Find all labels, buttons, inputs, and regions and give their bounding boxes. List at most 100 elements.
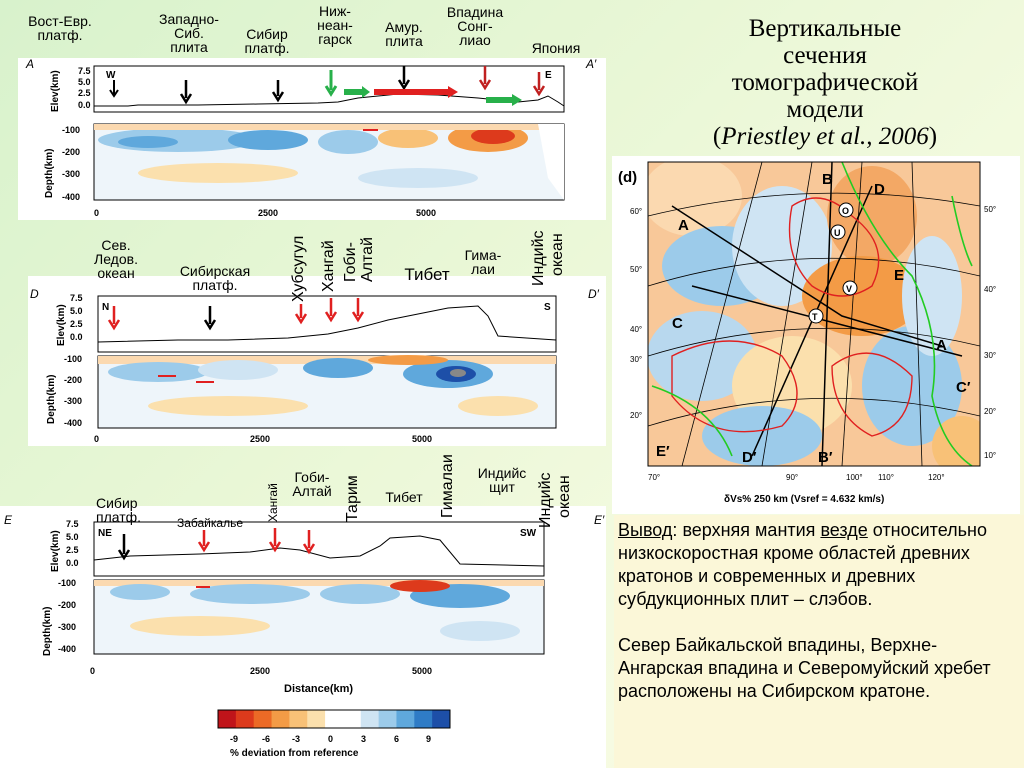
region-label-vertical: Гоби- bbox=[342, 242, 359, 282]
colorbar-tick: 6 bbox=[394, 734, 399, 744]
section-d-figure: D D′ N S 7.5 5.0 2.5 0.0 Elev(km) -100 -… bbox=[30, 287, 600, 444]
elev-axis-label: Elev(km) bbox=[56, 304, 67, 346]
arrow-marker-red bbox=[478, 66, 492, 91]
colorbar-segment bbox=[289, 710, 308, 728]
depth-axis-label: Depth(km) bbox=[44, 149, 55, 198]
distance-tick: 2500 bbox=[250, 666, 270, 676]
region-label-vertical: океан bbox=[556, 475, 573, 518]
distance-tick: 2500 bbox=[258, 208, 278, 218]
colorbar-segment bbox=[342, 710, 362, 728]
depth-tick: -400 bbox=[64, 418, 82, 428]
distance-tick: 5000 bbox=[416, 208, 436, 218]
map-section-letter: C bbox=[672, 315, 683, 332]
arrow-marker-green bbox=[324, 70, 338, 97]
colorbar-label: % deviation from reference bbox=[230, 748, 359, 759]
citation-text: Priestley et al., 2006 bbox=[721, 123, 929, 150]
velocity-anomaly bbox=[450, 369, 466, 377]
velocity-anomaly bbox=[108, 362, 208, 382]
colorbar-segment bbox=[360, 710, 380, 728]
map-section-letter: E bbox=[894, 267, 904, 284]
arrow-marker-red bbox=[324, 298, 338, 323]
arrow-marker bbox=[179, 80, 193, 105]
colorbar-segment bbox=[396, 710, 415, 728]
region-label: Гима-лаи bbox=[464, 247, 502, 277]
depth-tick: -100 bbox=[62, 125, 80, 135]
colorbar-tick: 3 bbox=[361, 734, 366, 744]
colorbar-segment bbox=[414, 710, 433, 728]
velocity-anomaly bbox=[94, 580, 544, 586]
colorbar-segment bbox=[218, 710, 237, 728]
conclusion-paragraph: Север Байкальской впадины, Верхне-Ангарс… bbox=[618, 635, 991, 701]
slide-title: Вертикальные сечения томографической мод… bbox=[640, 15, 1010, 150]
arrow-marker-red bbox=[532, 72, 546, 97]
title-citation: (Priestley et al., 2006) bbox=[712, 123, 938, 150]
arrow-marker-red bbox=[351, 298, 365, 323]
colorbar-segment bbox=[325, 710, 344, 728]
depth-axis-label: Depth(km) bbox=[42, 607, 53, 656]
map-section-letter: D bbox=[874, 181, 885, 198]
arrow-marker-red bbox=[294, 304, 308, 325]
region-label: Тибет bbox=[385, 489, 423, 505]
region-label: Ниж-неан-гарск bbox=[317, 3, 353, 47]
elevation-frame bbox=[93, 521, 545, 577]
lon-tick: 90° bbox=[786, 473, 798, 482]
velocity-anomaly bbox=[148, 396, 308, 416]
depth-tick: -400 bbox=[62, 192, 80, 202]
elev-axis-label: Elev(km) bbox=[50, 530, 61, 572]
section-letter: E bbox=[4, 513, 13, 527]
velocity-anomaly bbox=[94, 124, 564, 130]
topography-line bbox=[97, 305, 557, 343]
velocity-anomaly bbox=[358, 168, 478, 188]
panel-letter: (d) bbox=[618, 169, 637, 186]
conclusion-paragraph: Вывод: верхняя мантия везде относительно… bbox=[618, 520, 987, 609]
elev-tick: 7.5 bbox=[70, 293, 83, 303]
topography-line bbox=[94, 93, 565, 107]
section-letter-end: D′ bbox=[588, 287, 600, 301]
map-station-markers: O U V T bbox=[808, 202, 858, 324]
dir-right: S bbox=[544, 302, 551, 313]
depth-tick: -300 bbox=[64, 396, 82, 406]
lon-tick: 110° bbox=[878, 473, 894, 482]
tomography-map-panel: (d) A B D C E A C′ E′ D′ B′ O U V T 60° … bbox=[612, 156, 1020, 514]
colorbar-tick: -9 bbox=[230, 734, 238, 744]
elev-tick: 0.0 bbox=[66, 558, 79, 568]
region-label-vertical: Гималаи bbox=[439, 454, 456, 518]
depth-axis-label: Depth(km) bbox=[46, 375, 57, 424]
section-a-panel: A A′ W E 7.5 5.0 2.5 0.0 Elev(km) bbox=[18, 57, 606, 220]
velocity-anomaly bbox=[318, 130, 378, 154]
arrow-marker bbox=[117, 534, 131, 561]
map-plate-boundaries bbox=[651, 162, 973, 466]
lat-tick: 40° bbox=[630, 325, 642, 334]
depth-tick: -200 bbox=[58, 600, 76, 610]
right-tick: 50° bbox=[984, 205, 996, 214]
map-section-letter: B′ bbox=[818, 449, 833, 466]
region-label: Амур. плита bbox=[385, 19, 423, 49]
colorbar-frame bbox=[217, 709, 451, 729]
region-label: Сибир платф. bbox=[96, 495, 142, 525]
map-craton-outlines bbox=[671, 197, 913, 437]
elev-tick: 2.5 bbox=[78, 88, 91, 98]
velocity-anomaly bbox=[190, 584, 310, 604]
colorbar-tick: 9 bbox=[426, 734, 431, 744]
depth-tick: -300 bbox=[58, 622, 76, 632]
colorbar-segment bbox=[307, 710, 326, 728]
colorbar-segment bbox=[378, 710, 397, 728]
region-label-vertical: Индийс bbox=[537, 472, 554, 528]
elevation-frame bbox=[97, 295, 557, 353]
title-line: сечения bbox=[783, 42, 867, 69]
velocity-anomaly bbox=[198, 360, 278, 380]
depth-tick: -100 bbox=[58, 578, 76, 588]
colorbar-segment bbox=[271, 710, 290, 728]
map-section-letter: E′ bbox=[656, 443, 670, 460]
velocity-anomaly bbox=[138, 163, 298, 183]
distance-tick: 0 bbox=[94, 434, 99, 444]
arrow-marker-red bbox=[107, 306, 121, 331]
region-label-vertical: Алтай bbox=[359, 237, 376, 282]
colorbar-segment bbox=[253, 710, 273, 728]
depth-tick: -400 bbox=[58, 644, 76, 654]
velocity-anomaly bbox=[130, 616, 270, 636]
right-tick: 40° bbox=[984, 285, 996, 294]
distance-tick: 0 bbox=[94, 208, 99, 218]
region-label-vertical: Индийс bbox=[530, 230, 547, 286]
motion-arrowhead bbox=[512, 94, 522, 106]
